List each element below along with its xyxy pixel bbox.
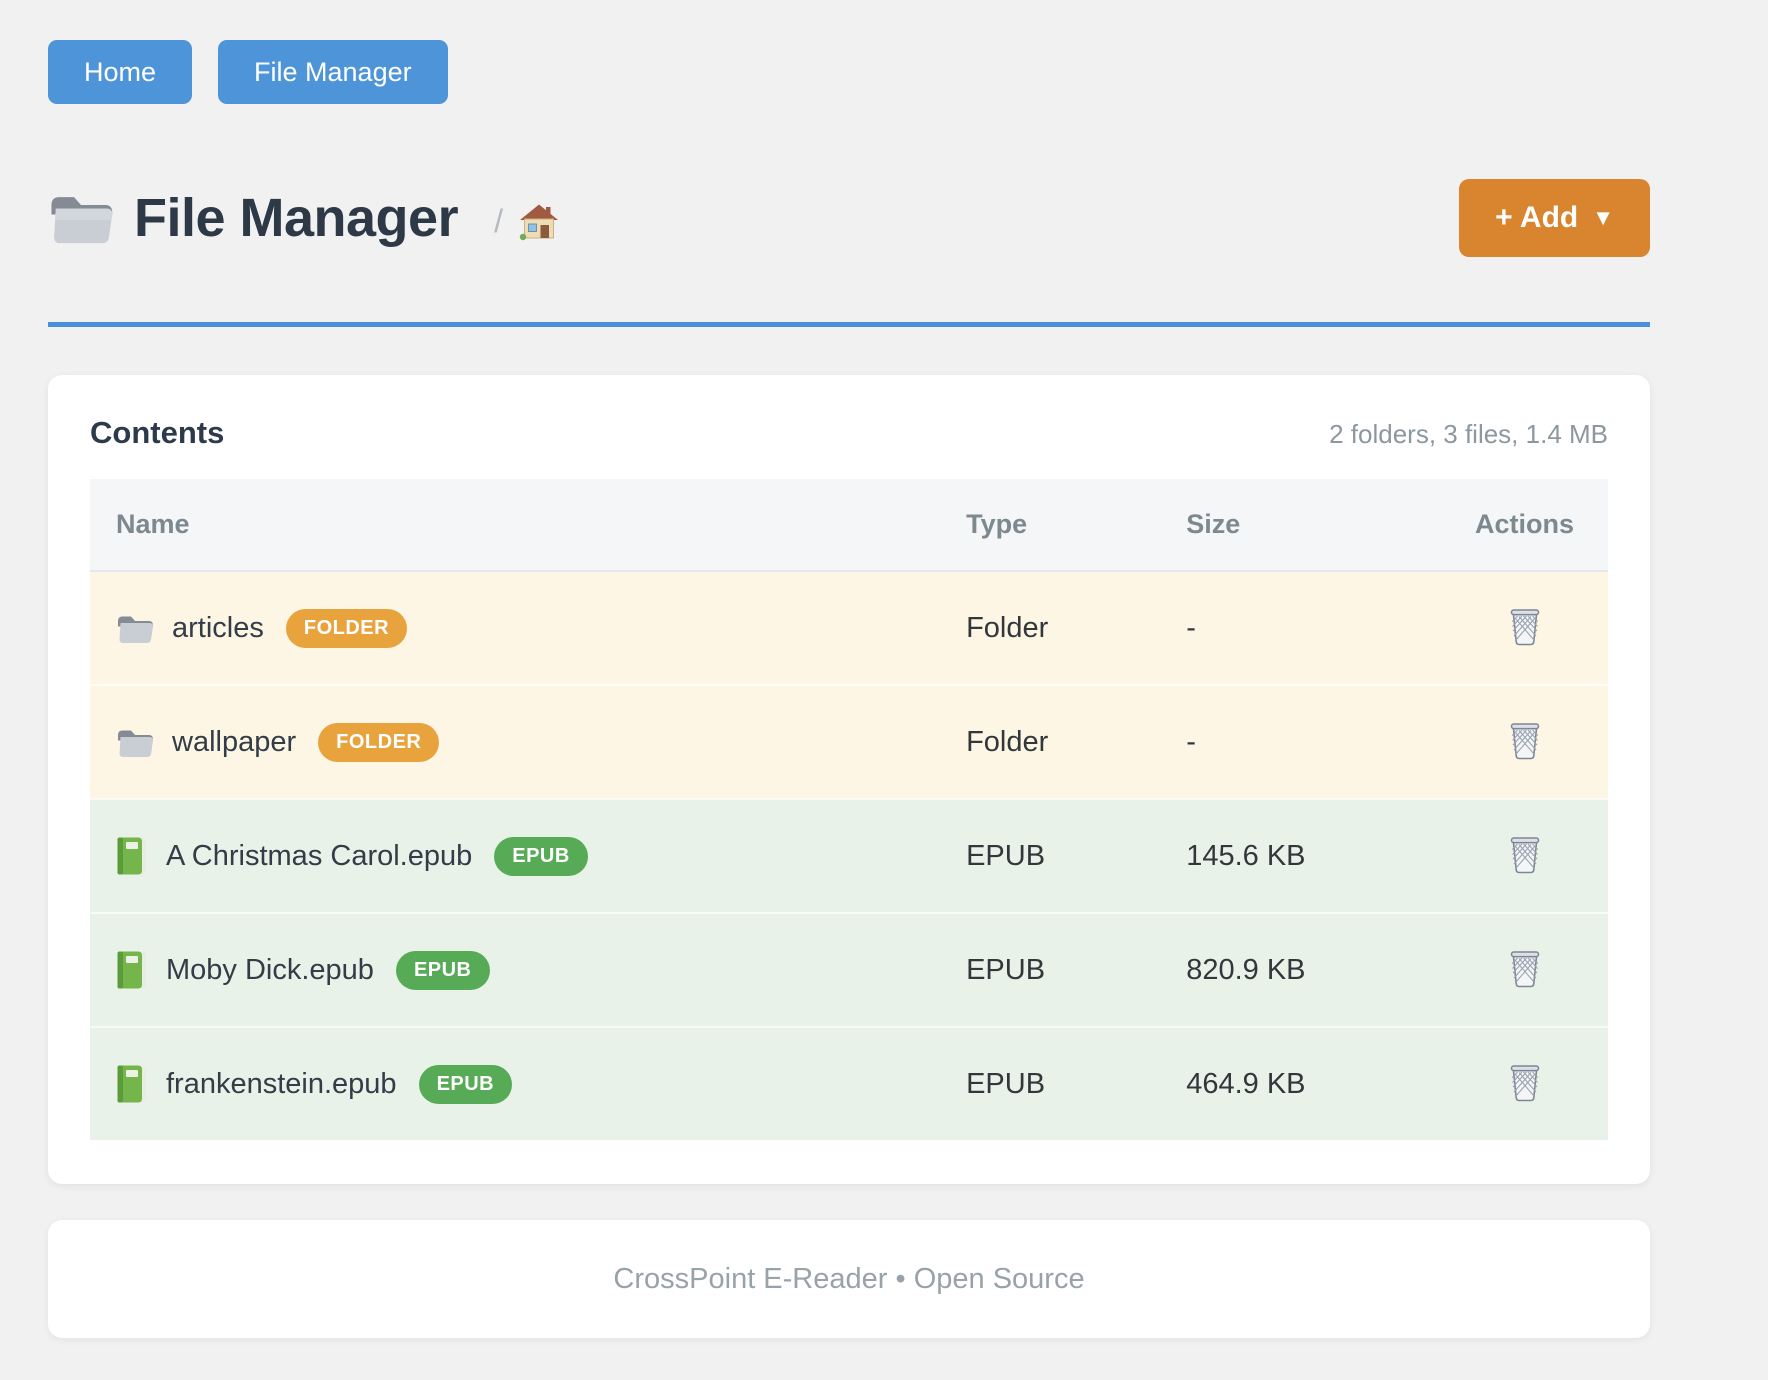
folder-name-link[interactable]: articles: [172, 611, 264, 644]
page-header: File Manager / + Add ▼: [48, 168, 1650, 268]
green-book-icon: [116, 1064, 148, 1104]
file-manager-button[interactable]: File Manager: [218, 40, 448, 104]
trash-icon: [1510, 609, 1539, 646]
table-row: Moby Dick.epub EPUB EPUB 820.9 KB: [90, 912, 1608, 1027]
table-row: A Christmas Carol.epub EPUB EPUB 145.6 K…: [90, 798, 1608, 913]
card-title: Contents: [90, 415, 225, 450]
folder-icon: [116, 613, 154, 644]
trash-icon: [1510, 723, 1539, 760]
house-icon[interactable]: [519, 203, 559, 241]
epub-badge: EPUB: [395, 950, 490, 990]
column-header-size: Size: [1160, 479, 1442, 572]
folder-badge: FOLDER: [285, 608, 408, 648]
column-header-type: Type: [940, 479, 1161, 572]
size-cell: -: [1160, 684, 1442, 799]
add-button-label: + Add: [1495, 201, 1579, 234]
table-header-row: Name Type Size Actions: [90, 479, 1608, 572]
title-group: File Manager /: [48, 187, 559, 249]
type-cell: Folder: [940, 571, 1161, 685]
type-cell: EPUB: [940, 1026, 1161, 1140]
footer-card: CrossPoint E-Reader • Open Source: [48, 1220, 1650, 1338]
file-name-link[interactable]: frankenstein.epub: [166, 1067, 397, 1100]
type-cell: EPUB: [940, 912, 1161, 1027]
folder-icon: [116, 727, 154, 758]
page-title: File Manager: [134, 188, 459, 248]
breadcrumb-separator: /: [494, 202, 503, 239]
size-cell: 464.9 KB: [1160, 1026, 1442, 1140]
column-header-actions: Actions: [1441, 479, 1608, 572]
column-header-name: Name: [90, 479, 941, 572]
trash-icon: [1510, 1065, 1539, 1102]
file-table: Name Type Size Actions a: [90, 479, 1608, 1140]
epub-badge: EPUB: [494, 836, 588, 876]
page-container: Home File Manager File Manager /: [48, 40, 1650, 1338]
card-header: Contents 2 folders, 3 files, 1.4 MB: [90, 415, 1608, 451]
size-cell: 145.6 KB: [1160, 798, 1442, 913]
trash-icon: [1510, 837, 1539, 874]
type-cell: EPUB: [940, 798, 1161, 913]
home-button[interactable]: Home: [48, 40, 193, 104]
folder-badge: FOLDER: [318, 722, 440, 762]
file-name-link[interactable]: Moby Dick.epub: [166, 953, 374, 986]
folder-name-link[interactable]: wallpaper: [172, 725, 297, 758]
file-name-link[interactable]: A Christmas Carol.epub: [166, 839, 473, 872]
green-book-icon: [116, 950, 148, 990]
contents-summary: 2 folders, 3 files, 1.4 MB: [1329, 419, 1608, 449]
delete-button[interactable]: [1504, 602, 1546, 650]
table-row: articles FOLDER Folder -: [90, 571, 1608, 685]
epub-badge: EPUB: [418, 1064, 513, 1104]
footer-text: CrossPoint E-Reader • Open Source: [613, 1262, 1085, 1295]
delete-button[interactable]: [1504, 830, 1546, 878]
top-nav: Home File Manager: [48, 40, 1650, 104]
folder-icon: [48, 191, 114, 245]
title-underline: [48, 322, 1650, 327]
contents-card: Contents 2 folders, 3 files, 1.4 MB Name…: [48, 375, 1650, 1184]
table-row: wallpaper FOLDER Folder -: [90, 684, 1608, 799]
delete-button[interactable]: [1504, 1058, 1546, 1106]
size-cell: -: [1160, 571, 1442, 685]
table-row: frankenstein.epub EPUB EPUB 464.9 KB: [90, 1026, 1608, 1140]
green-book-icon: [116, 836, 148, 876]
size-cell: 820.9 KB: [1160, 912, 1442, 1027]
type-cell: Folder: [940, 684, 1161, 799]
delete-button[interactable]: [1504, 944, 1546, 992]
trash-icon: [1510, 951, 1539, 988]
delete-button[interactable]: [1504, 716, 1546, 764]
caret-down-icon: ▼: [1592, 205, 1614, 230]
add-button[interactable]: + Add ▼: [1459, 179, 1650, 257]
